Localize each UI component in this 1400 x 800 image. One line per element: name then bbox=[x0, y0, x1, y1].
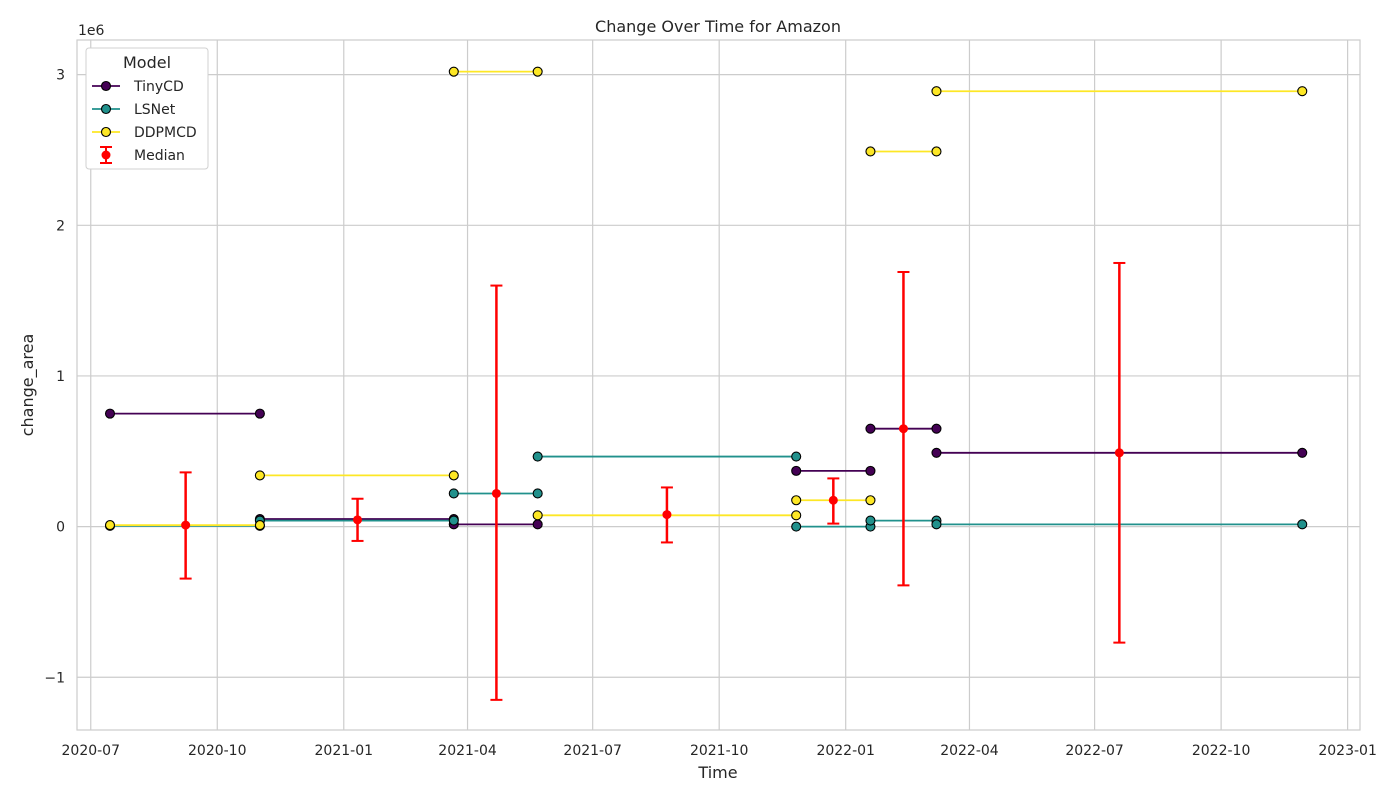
data-point bbox=[931, 146, 942, 157]
data-point bbox=[931, 519, 942, 530]
data-point bbox=[448, 66, 459, 77]
data-point bbox=[931, 423, 942, 434]
x-tick-label: 2020-10 bbox=[188, 743, 247, 759]
median-point-group bbox=[660, 486, 673, 544]
data-point bbox=[532, 510, 543, 521]
data-point bbox=[791, 510, 802, 521]
legend-entries: TinyCD LSNet DDPMCD Median bbox=[92, 79, 197, 164]
legend-entry-tinycd: TinyCD bbox=[92, 79, 184, 95]
legend-entry-ddpmcd: DDPMCD bbox=[92, 125, 197, 141]
data-point bbox=[865, 146, 876, 157]
x-tick-label: 2021-01 bbox=[315, 743, 374, 759]
data-point bbox=[1297, 447, 1308, 458]
x-tick-labels: 2020-07 2020-10 2021-01 2021-04 2021-07 2021-… bbox=[62, 743, 1377, 759]
y-offset-label: 1e6 bbox=[78, 23, 105, 39]
data-point bbox=[254, 408, 265, 419]
legend-label: TinyCD bbox=[133, 79, 184, 95]
data-point bbox=[104, 408, 116, 419]
x-tick-label: 2022-04 bbox=[940, 743, 999, 759]
data-point bbox=[104, 520, 116, 531]
y-tick-label: 1 bbox=[56, 369, 65, 385]
median-point-group bbox=[1113, 261, 1126, 644]
median-point bbox=[491, 488, 501, 498]
data-point bbox=[931, 86, 942, 97]
legend-title: Model bbox=[123, 53, 171, 72]
y-axis-label: change_area bbox=[18, 334, 38, 437]
data-point bbox=[1297, 519, 1308, 530]
data-point bbox=[1297, 86, 1308, 97]
legend-label: Median bbox=[134, 148, 185, 164]
x-tick-label: 2022-10 bbox=[1192, 743, 1251, 759]
data-point bbox=[254, 470, 265, 481]
legend-marker bbox=[100, 80, 112, 92]
grid-layer bbox=[77, 40, 1360, 730]
data-point bbox=[791, 465, 802, 476]
data-point bbox=[791, 521, 802, 532]
data-point bbox=[532, 451, 543, 462]
data-point bbox=[865, 423, 876, 434]
y-tick-label: −1 bbox=[44, 670, 65, 686]
data-point bbox=[254, 520, 265, 531]
legend-marker bbox=[100, 103, 112, 115]
data-point bbox=[448, 470, 459, 481]
median-point bbox=[898, 424, 908, 434]
legend-marker bbox=[101, 150, 111, 160]
y-tick-label: 0 bbox=[56, 520, 65, 536]
median-point bbox=[353, 515, 363, 525]
series-layer bbox=[104, 66, 1308, 532]
median-point bbox=[181, 520, 191, 530]
median-point-group bbox=[351, 497, 364, 542]
x-tick-label: 2023-01 bbox=[1318, 743, 1377, 759]
series-ddpmcd bbox=[104, 66, 1308, 531]
data-point bbox=[791, 495, 802, 506]
x-tick-label: 2022-01 bbox=[816, 743, 875, 759]
median-point bbox=[662, 510, 672, 520]
x-tick-label: 2020-07 bbox=[62, 743, 121, 759]
median-layer bbox=[179, 261, 1126, 701]
plot-frame bbox=[76, 39, 1361, 731]
median-point bbox=[828, 495, 838, 505]
median-point bbox=[1114, 448, 1124, 458]
median-point-group bbox=[827, 477, 840, 525]
data-point bbox=[448, 515, 459, 526]
data-point bbox=[931, 447, 942, 458]
data-point bbox=[532, 66, 543, 77]
x-tick-label: 2021-04 bbox=[438, 743, 497, 759]
x-tick-label: 2022-07 bbox=[1065, 743, 1124, 759]
data-point bbox=[532, 519, 543, 530]
legend: Model TinyCD LSNet DDPMCD Median bbox=[85, 47, 209, 170]
median-point-group bbox=[490, 284, 503, 701]
y-tick-label: 2 bbox=[56, 218, 65, 234]
legend-entry-median: Median bbox=[100, 146, 185, 164]
data-point bbox=[448, 488, 459, 499]
y-tick-label: 3 bbox=[56, 68, 65, 84]
median-point-group bbox=[179, 471, 192, 580]
chart-title: Change Over Time for Amazon bbox=[595, 17, 841, 36]
x-tick-label: 2021-10 bbox=[690, 743, 749, 759]
x-tick-label: 2021-07 bbox=[563, 743, 622, 759]
series-tinycd bbox=[104, 408, 1308, 530]
median-point-group bbox=[897, 271, 910, 587]
legend-label: LSNet bbox=[134, 102, 176, 118]
legend-label: DDPMCD bbox=[134, 125, 197, 141]
y-tick-labels: −1 0 1 2 3 bbox=[44, 68, 65, 687]
data-point bbox=[791, 451, 802, 462]
data-point bbox=[532, 488, 543, 499]
legend-entry-lsnet: LSNet bbox=[92, 102, 176, 118]
data-point bbox=[865, 465, 876, 476]
data-point bbox=[865, 495, 876, 506]
legend-box bbox=[85, 47, 209, 170]
x-axis-label: Time bbox=[697, 763, 737, 782]
legend-marker bbox=[100, 126, 112, 138]
data-point bbox=[865, 515, 876, 526]
